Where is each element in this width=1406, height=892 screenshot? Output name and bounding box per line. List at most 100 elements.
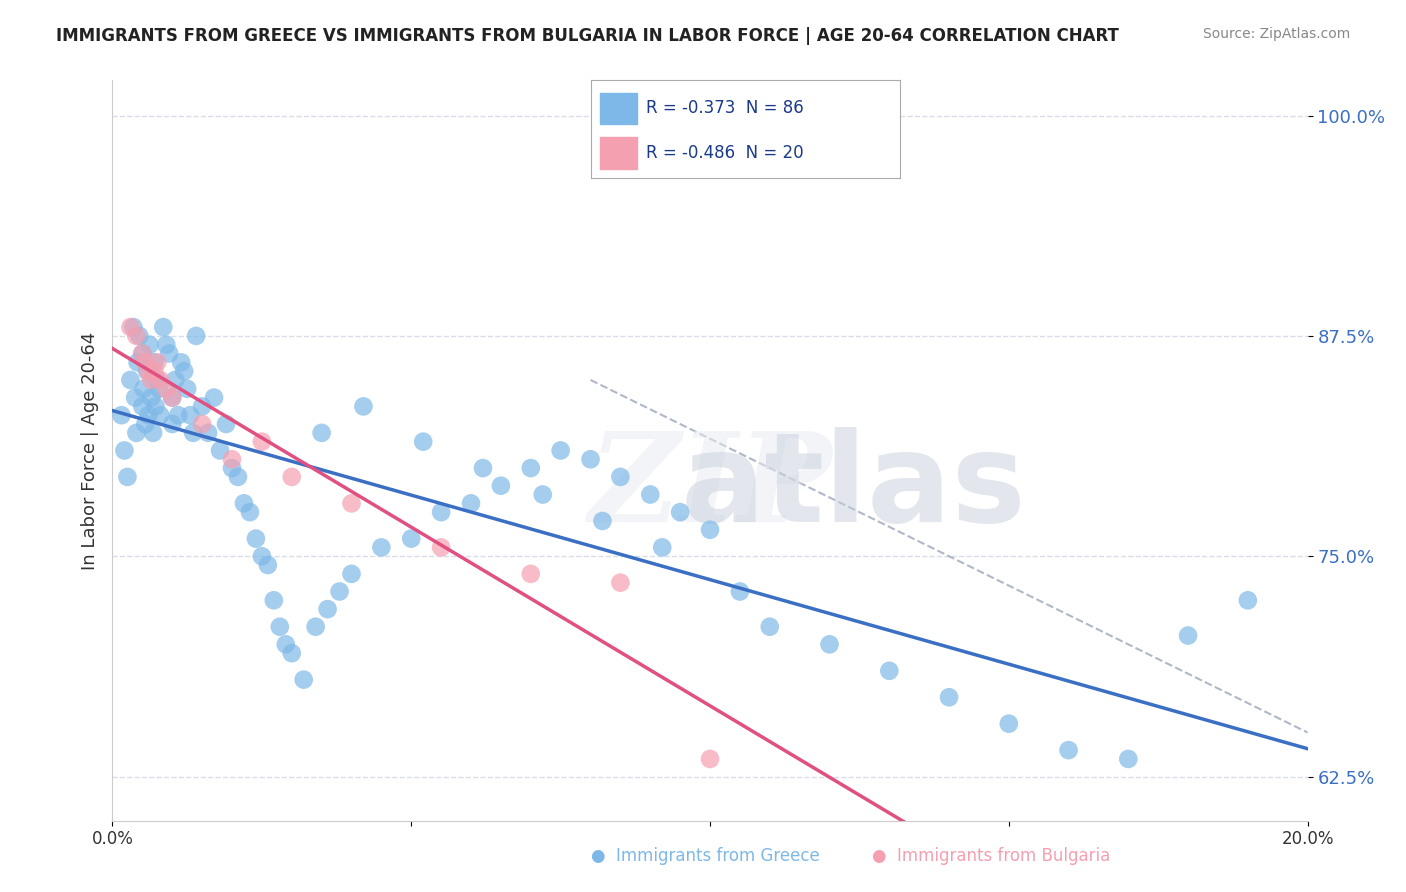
Point — [143, 355, 166, 369]
Point — [938, 690, 960, 705]
Point — [202, 391, 225, 405]
Point — [609, 470, 631, 484]
Point — [114, 443, 135, 458]
Point — [191, 417, 214, 431]
Text: ●  Immigrants from Greece: ● Immigrants from Greece — [591, 847, 820, 865]
Point — [136, 364, 159, 378]
Point — [472, 461, 495, 475]
Point — [165, 373, 187, 387]
Point — [274, 637, 297, 651]
Point — [209, 443, 232, 458]
Point — [142, 425, 165, 440]
Point — [176, 382, 198, 396]
Point — [412, 434, 434, 449]
Point — [143, 364, 166, 378]
Point — [138, 337, 160, 351]
Point — [281, 646, 304, 660]
Point — [125, 329, 148, 343]
Point — [141, 373, 163, 387]
Point — [311, 425, 333, 440]
Point — [489, 479, 512, 493]
Text: IMMIGRANTS FROM GREECE VS IMMIGRANTS FROM BULGARIA IN LABOR FORCE | AGE 20-64 CO: IMMIGRANTS FROM GREECE VS IMMIGRANTS FRO… — [56, 27, 1119, 45]
Point — [1118, 752, 1140, 766]
Point — [430, 505, 453, 519]
Point — [818, 637, 841, 651]
Point — [520, 566, 543, 581]
Point — [155, 337, 177, 351]
Point — [149, 373, 172, 387]
Point — [149, 408, 172, 422]
Bar — [600, 137, 637, 169]
Point — [263, 593, 285, 607]
Point — [131, 400, 153, 414]
Point — [340, 496, 363, 510]
Point — [699, 523, 721, 537]
Point — [353, 400, 375, 414]
Point — [609, 575, 631, 590]
Point — [215, 417, 238, 431]
Point — [197, 425, 219, 440]
Point — [124, 391, 146, 405]
Point — [117, 470, 139, 484]
Point — [640, 487, 662, 501]
Point — [110, 408, 132, 422]
Point — [879, 664, 901, 678]
Point — [233, 496, 256, 510]
Point — [221, 461, 243, 475]
Point — [181, 425, 204, 440]
Point — [162, 417, 183, 431]
Point — [226, 470, 249, 484]
Point — [316, 602, 339, 616]
Point — [186, 329, 208, 343]
Point — [269, 620, 291, 634]
Point — [1177, 629, 1199, 643]
Point — [550, 443, 572, 458]
Point — [1057, 743, 1080, 757]
Point — [239, 505, 262, 519]
Point — [145, 400, 167, 414]
Point — [531, 487, 554, 501]
Point — [245, 532, 267, 546]
Point — [134, 355, 156, 369]
Y-axis label: In Labor Force | Age 20-64: In Labor Force | Age 20-64 — [80, 331, 98, 570]
Point — [146, 355, 169, 369]
Point — [257, 558, 280, 572]
Text: ●  Immigrants from Bulgaria: ● Immigrants from Bulgaria — [872, 847, 1109, 865]
Point — [157, 346, 180, 360]
Point — [191, 400, 214, 414]
Point — [401, 532, 423, 546]
Point — [579, 452, 602, 467]
Bar — [600, 93, 637, 124]
Point — [131, 346, 153, 360]
Text: Source: ZipAtlas.com: Source: ZipAtlas.com — [1202, 27, 1350, 41]
Point — [173, 364, 195, 378]
Point — [1237, 593, 1260, 607]
Point — [728, 584, 751, 599]
Point — [138, 364, 160, 378]
Point — [292, 673, 315, 687]
Point — [120, 373, 142, 387]
Point — [340, 566, 363, 581]
Text: R = -0.373  N = 86: R = -0.373 N = 86 — [647, 99, 804, 117]
Point — [651, 541, 673, 555]
Text: R = -0.486  N = 20: R = -0.486 N = 20 — [647, 144, 804, 161]
Text: ZIP: ZIP — [588, 426, 832, 549]
Point — [592, 514, 614, 528]
Point — [141, 391, 163, 405]
Point — [281, 470, 304, 484]
Point — [138, 408, 160, 422]
Point — [167, 408, 190, 422]
Point — [120, 320, 142, 334]
Point — [162, 391, 183, 405]
Point — [128, 329, 150, 343]
Point — [125, 425, 148, 440]
Point — [430, 541, 453, 555]
Point — [152, 320, 174, 334]
Point — [329, 584, 352, 599]
Point — [460, 496, 482, 510]
Point — [146, 373, 169, 387]
Point — [134, 417, 156, 431]
Point — [132, 382, 155, 396]
Point — [699, 752, 721, 766]
Point — [250, 434, 273, 449]
